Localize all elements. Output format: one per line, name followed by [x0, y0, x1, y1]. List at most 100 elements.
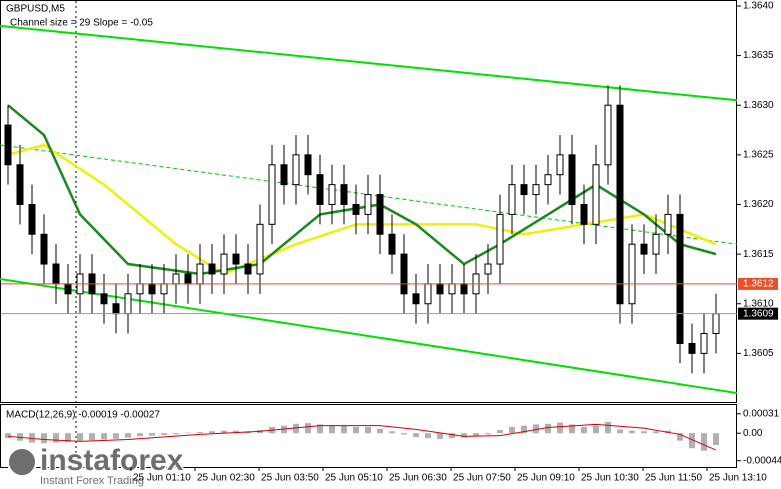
macd-panel: [0, 404, 737, 468]
candle-body: [40, 233, 48, 265]
macd-bar: [77, 433, 83, 441]
candle-body: [592, 164, 600, 225]
macd-bar: [293, 423, 299, 434]
macd-bar: [713, 433, 719, 446]
macd-bar: [41, 433, 47, 444]
candle-body: [568, 154, 576, 205]
macd-bar: [617, 429, 623, 434]
candle-body: [712, 313, 720, 335]
candle-body: [448, 283, 456, 295]
macd-bar: [185, 432, 191, 434]
candle-body: [484, 263, 492, 275]
macd-bar: [521, 425, 527, 434]
y-tick-label: 1.3635: [743, 50, 774, 61]
macd-bar: [329, 425, 335, 434]
macd-bar: [65, 433, 71, 442]
candle-body: [64, 283, 72, 295]
overlay-line: [0, 24, 738, 102]
macd-bar: [5, 433, 11, 439]
macd-bar: [53, 433, 59, 443]
macd-bar: [221, 430, 227, 434]
macd-bar: [701, 433, 707, 451]
x-tick-label: 25 Jun 06:30: [389, 473, 447, 484]
macd-bar: [341, 425, 347, 434]
y-tick-label: 1.3615: [743, 249, 774, 260]
macd-bar: [533, 424, 539, 434]
candle-body: [268, 164, 276, 225]
candle-body: [676, 213, 684, 344]
chart-title: GBPUSD,M5: [6, 4, 65, 15]
candle-body: [112, 303, 120, 315]
macd-bar: [305, 423, 311, 434]
x-tick-label: 25 Jun 11:50: [645, 473, 703, 484]
y-tick-label: 1.3605: [743, 348, 774, 359]
macd-title: MACD(12,26,9) -0.00019 -0.00027: [6, 410, 160, 421]
watermark-tagline: Instant Forex Trading: [40, 475, 144, 487]
macd-bar: [509, 426, 515, 434]
macd-bar: [653, 431, 659, 434]
macd-bar: [317, 424, 323, 434]
chart-subtitle: Channel size = 29 Slope = -0.05: [10, 18, 153, 29]
candle-body: [508, 184, 516, 215]
macd-bar: [677, 433, 683, 441]
candle-body: [520, 184, 528, 196]
y-tick-label: 0.00: [743, 428, 763, 439]
macd-bar: [353, 426, 359, 434]
macd-bar: [569, 424, 575, 434]
macd-bar: [473, 433, 479, 437]
candle-body: [556, 154, 564, 176]
candle-body: [664, 213, 672, 235]
price-label: 1.3612: [743, 279, 774, 290]
candle-body: [436, 283, 444, 295]
macd-bar: [593, 425, 599, 434]
candle-body: [616, 104, 624, 305]
candle-body: [244, 263, 252, 275]
macd-bar: [161, 433, 167, 436]
candle-body: [28, 203, 36, 235]
macd-bar: [425, 433, 431, 439]
x-tick-label: 25 Jun 10:30: [581, 473, 639, 484]
candle-body: [532, 184, 540, 196]
candle-body: [196, 263, 204, 285]
candle-body: [100, 293, 108, 305]
candle-body: [688, 342, 696, 354]
y-tick-label: 1.3620: [743, 199, 774, 210]
candle-body: [16, 164, 24, 205]
macd-bar: [173, 433, 179, 435]
candle-body: [256, 223, 264, 275]
macd-bar: [197, 431, 203, 434]
candle-body: [640, 243, 648, 255]
macd-bar: [401, 433, 407, 435]
candle-body: [412, 293, 420, 305]
candle-body: [652, 233, 660, 255]
x-tick-label: 25 Jun 05:10: [325, 473, 383, 484]
macd-bar: [557, 422, 563, 434]
macd-bar: [629, 430, 635, 434]
x-tick-label: 25 Jun 09:10: [517, 473, 575, 484]
y-tick-label: 1.3610: [743, 298, 774, 309]
candle-body: [580, 203, 588, 225]
macd-bar: [641, 431, 647, 434]
x-tick-label: 25 Jun 02:30: [197, 473, 255, 484]
macd-bar: [377, 428, 383, 434]
candle-body: [328, 184, 336, 205]
macd-bar: [389, 431, 395, 434]
macd-bar: [497, 430, 503, 434]
candle-body: [208, 263, 216, 275]
watermark: instaforex Instant Forex Trading: [7, 442, 185, 488]
candle-body: [124, 293, 132, 315]
macd-bar: [485, 433, 491, 435]
candle-body: [700, 333, 708, 354]
candle-body: [364, 194, 372, 215]
candle-body: [352, 203, 360, 215]
y-tick-label: 1.3630: [743, 100, 774, 111]
candle-body: [496, 213, 504, 265]
price-panel: [0, 0, 737, 403]
x-tick-label: 25 Jun 07:50: [453, 473, 511, 484]
y-tick-label: 0.00031: [743, 408, 780, 419]
overlay-line: [0, 277, 738, 395]
signal-line: [7, 423, 717, 451]
x-tick-label: 25 Jun 03:50: [261, 473, 319, 484]
candle-body: [136, 283, 144, 295]
macd-bar: [101, 433, 107, 440]
